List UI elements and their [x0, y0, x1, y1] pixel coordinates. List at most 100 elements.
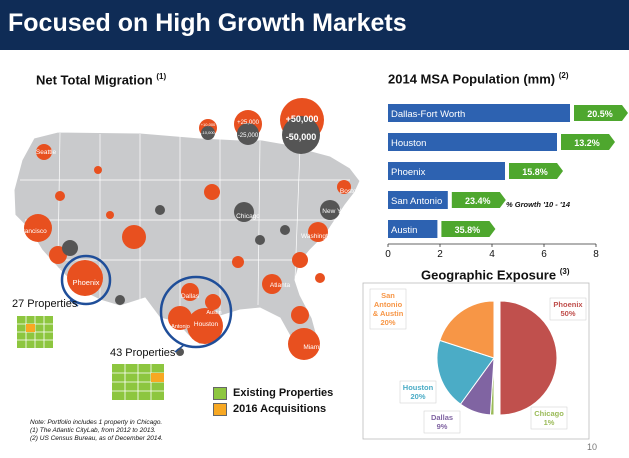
pie-label-name: Antonio — [374, 300, 403, 309]
pie-label-name: San — [381, 291, 395, 300]
bubble-austin — [205, 294, 221, 310]
legend-acquisitions-swatch — [213, 402, 227, 416]
population-title: 2014 MSA Population (mm) (2) — [388, 71, 569, 86]
city-label-sf: San Francisco — [5, 228, 47, 235]
growth-arrow — [451, 192, 506, 208]
population-footnote-ref: (2) — [558, 71, 569, 80]
bubble-kansas — [155, 205, 165, 215]
exposure-footnote-ref: (3) — [559, 267, 570, 276]
pie-slice — [439, 300, 495, 359]
city-label-chicago: Chicago — [236, 213, 260, 220]
migration-footnote-ref: (1) — [156, 72, 167, 81]
population-bar-label: Houston — [391, 138, 426, 149]
legend-existing-swatch — [213, 386, 227, 400]
legend-bubble-small-neg — [201, 126, 215, 140]
bubble-size-legend: +10,000 -10,000 +25,000 -25,000 +50,000 … — [199, 98, 324, 154]
x-tick-label: 2 — [437, 249, 443, 260]
texas-property-map — [112, 364, 164, 400]
pie-label-name: & Austin — [373, 309, 404, 318]
pie-label-value: 9% — [437, 422, 448, 431]
x-tick-label: 8 — [593, 249, 599, 260]
legend-bubble-large-neg — [282, 116, 320, 154]
growth-label: 23.4% — [465, 196, 491, 206]
growth-label: 15.8% — [522, 167, 548, 177]
properties-legend: Existing Properties 2016 Acquisitions — [213, 385, 333, 417]
population-bar-label: Austin — [391, 225, 417, 236]
pie-label-box — [369, 288, 407, 330]
growth-label: 13.2% — [574, 138, 600, 148]
bubble-washington — [308, 222, 328, 242]
city-label-sanantonio: San Antonio — [160, 324, 190, 330]
phoenix-properties-label: 27 Properties — [12, 298, 78, 310]
population-bar — [388, 220, 438, 238]
bubble-dallas — [181, 283, 199, 301]
legend-acquisitions: 2016 Acquisitions — [213, 401, 333, 417]
bubble-denver — [122, 225, 146, 249]
note-line-1: Note: Portfolio includes 1 property in C… — [30, 419, 163, 426]
pie-label-name: Houston — [403, 383, 434, 392]
legend-medium-pos-label: +25,000 — [237, 120, 260, 126]
note-line-2: (1) The Atlantic CityLab, from 2012 to 2… — [30, 427, 156, 434]
bubble-sf — [24, 214, 52, 242]
bubble-seattle — [36, 144, 52, 160]
population-bar — [388, 104, 570, 122]
bubble-chicago — [234, 202, 254, 222]
pie-label-value: 20% — [380, 318, 395, 327]
city-label-phoenix: Phoenix — [72, 278, 99, 287]
bubble-tucson — [115, 295, 125, 305]
city-label-boston: Boston — [340, 188, 361, 195]
growth-label: 20.5% — [587, 109, 613, 119]
bubble-raleigh — [315, 273, 325, 283]
bubble-indy — [255, 235, 265, 245]
bubble-portland — [55, 191, 65, 201]
pie-label-name: Phoenix — [553, 300, 583, 309]
bubble-pitt — [280, 225, 290, 235]
migration-bubbles — [24, 144, 351, 360]
header-banner: Focused on High Growth Markets — [0, 0, 629, 50]
growth-label: 35.8% — [455, 225, 481, 235]
pie-slice — [499, 300, 558, 416]
population-bar — [388, 133, 557, 151]
bubble-charlotte — [292, 252, 308, 268]
legend-small-neg-label: -10,000 — [201, 130, 215, 135]
pie-label-name: Chicago — [534, 409, 564, 418]
population-bar-label: Dallas-Fort Worth — [391, 109, 465, 120]
bubble-boise — [94, 166, 102, 174]
legend-large-pos-label: +50,000 — [286, 114, 319, 124]
texas-properties-label: 43 Properties — [110, 347, 176, 359]
pie-label-box — [423, 410, 461, 434]
pie-label-box — [530, 406, 568, 430]
legend-bubble-medium-neg — [237, 123, 259, 145]
city-labels: Seattle San Francisco Los Angeles Phoeni… — [5, 149, 360, 351]
population-title-text: 2014 MSA Population (mm) — [388, 71, 556, 87]
city-label-washington: Washington — [301, 233, 335, 240]
growth-arrow — [561, 134, 615, 150]
exposure-title: Geographic Exposure (3) — [421, 267, 570, 282]
x-tick-label: 6 — [541, 249, 547, 260]
bubble-nashville — [232, 256, 244, 268]
city-label-newyork: New York — [322, 208, 350, 215]
city-label-dallas: Dallas — [181, 293, 200, 300]
page-number: 10 — [587, 442, 598, 452]
texas-highlight-ring — [159, 275, 233, 349]
legend-existing: Existing Properties — [213, 385, 333, 401]
bubble-atlanta — [262, 274, 282, 294]
city-label-la: Los Angeles — [26, 267, 62, 274]
growth-caption: % Growth '10 - '14 — [506, 200, 571, 209]
bubble-phoenix — [67, 260, 103, 296]
phoenix-highlight-ring — [60, 254, 112, 306]
population-bar — [388, 191, 448, 209]
bubble-newyork — [320, 200, 340, 220]
growth-arrow — [574, 105, 628, 121]
page-title: Focused on High Growth Markets — [8, 9, 407, 37]
bubble-minneapolis — [204, 184, 220, 200]
bubble-slc — [106, 211, 114, 219]
